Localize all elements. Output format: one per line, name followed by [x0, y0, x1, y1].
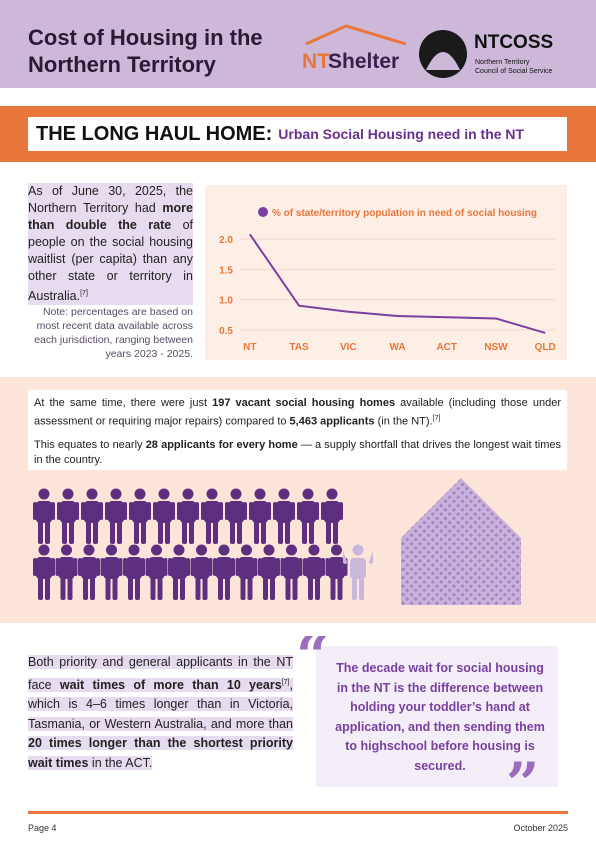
person-icon	[273, 488, 295, 544]
wait-text: Both priority and general applicants in …	[28, 653, 293, 773]
person-icon	[297, 488, 319, 544]
highlight: Both priority and general applicants in …	[28, 655, 293, 770]
person-icon	[280, 544, 303, 600]
x-tick-label: VIC	[340, 342, 357, 353]
x-tick-label: ACT	[436, 342, 457, 353]
house-icon	[401, 478, 521, 605]
logo-ntcoss-sub: Council of Social Service	[475, 68, 553, 75]
footer-rule	[28, 811, 568, 814]
citation: [7]	[80, 290, 88, 297]
y-tick-label: 1.5	[219, 265, 233, 276]
text-bold: 197 vacant social housing homes	[212, 397, 396, 409]
quote-mark: “	[296, 636, 329, 690]
text: available (including those under assessm…	[34, 397, 561, 428]
text: Both priority and general applicants in …	[28, 655, 293, 692]
x-tick-label: NSW	[484, 342, 508, 353]
page-number: Page 4	[28, 823, 57, 833]
person-icon	[153, 488, 175, 544]
x-tick-label: NT	[243, 342, 256, 353]
person-icon	[321, 488, 343, 544]
y-tick-label: 1.0	[219, 296, 233, 307]
text-bold: 28 applicants for every home	[145, 438, 298, 451]
paragraph: This equates to nearly 28 applicants for…	[34, 438, 561, 468]
person-icon	[213, 544, 235, 600]
logo-shelter: Shelter	[328, 50, 399, 73]
x-tick-label: QLD	[535, 342, 556, 353]
person-icon	[190, 544, 213, 600]
text: , which is 4–6 times longer than in Vict…	[28, 677, 293, 731]
person-icon	[57, 488, 79, 544]
x-tick-label: WA	[389, 342, 405, 353]
quote-mark: ”	[506, 750, 539, 786]
banner-box: THE LONG HAUL HOME: Urban Social Housing…	[28, 117, 567, 151]
person-icon	[129, 488, 151, 544]
text-bold: 5,463 applicants	[289, 415, 375, 428]
paragraph: At the same time, there were just 197 va…	[34, 396, 561, 430]
quote: The decade wait for social housing in th…	[335, 661, 545, 773]
header	[0, 0, 596, 88]
quote-marks: “ ”	[296, 636, 539, 786]
text-bold: wait times of more than 10 years	[59, 677, 282, 692]
logo-ntcoss-sub: Northern Territory	[475, 59, 530, 66]
y-tick-label: 2.0	[219, 235, 233, 246]
text: At the same time, there were just	[34, 397, 213, 409]
text: This equates to nearly	[34, 438, 146, 451]
banner-subtitle: Urban Social Housing need in the NT	[278, 126, 525, 142]
person-icon	[225, 488, 247, 544]
person-icon	[168, 544, 190, 600]
illustration	[33, 478, 521, 605]
person-icon	[105, 488, 127, 544]
person-icon	[201, 488, 223, 544]
person-icon	[303, 544, 325, 600]
intro-text: As of June 30, 2025, the Northern Territ…	[28, 183, 193, 306]
person-icon	[249, 488, 271, 544]
logo-ntcoss-mark	[426, 52, 460, 70]
text: — a supply shortfall that drives the lon…	[34, 438, 561, 466]
people-icons	[33, 488, 348, 600]
chart: 0.5 1.0 1.5 2.0 NT TAS VIC WA ACT NSW QLD % of stat…	[205, 185, 567, 360]
citation: [7]	[281, 678, 290, 686]
text: (in the NT).	[374, 415, 433, 428]
person-icon	[258, 544, 280, 600]
person-icon	[145, 544, 168, 600]
quote-box	[316, 646, 558, 787]
data-line	[249, 233, 546, 334]
x-tick-label: TAS	[289, 342, 309, 353]
text: of people on the social housing waitlist…	[28, 218, 193, 304]
person-icon	[235, 544, 258, 600]
person-icon	[177, 488, 199, 544]
logos: NT Shelter NTCOSS Northern Territory Cou…	[302, 24, 553, 78]
legend-marker	[258, 207, 268, 217]
person-icon	[100, 544, 123, 600]
person-icon	[33, 544, 55, 600]
text: in the ACT.	[88, 755, 153, 770]
person-icon	[123, 544, 145, 600]
logo-nt: NT	[302, 50, 330, 73]
text: As of June 30, 2025, the Northern Territ…	[28, 184, 193, 215]
person-icon	[33, 488, 55, 544]
text-bold: more than double the rate	[28, 201, 193, 232]
y-tick-label: 0.5	[219, 326, 233, 337]
note: Note: percentages are based on most rece…	[34, 306, 193, 360]
supply-text: At the same time, there were just 197 va…	[28, 390, 567, 470]
person-icon	[81, 488, 103, 544]
person-icon	[325, 544, 348, 600]
footer-date: October 2025	[513, 823, 568, 833]
text-bold: 20 times longer than the shortest priori…	[28, 736, 293, 770]
logo-roof	[305, 24, 407, 46]
page-title: Cost of Housing in the Northern Territor…	[28, 25, 263, 77]
citation: [7]	[432, 415, 441, 422]
legend-label: % of state/territory population in need …	[272, 208, 537, 219]
person-icon	[55, 544, 78, 600]
banner-title: THE LONG HAUL HOME:	[36, 122, 273, 145]
person-icon	[78, 544, 100, 600]
logo-ntcoss: NTCOSS	[474, 32, 553, 53]
